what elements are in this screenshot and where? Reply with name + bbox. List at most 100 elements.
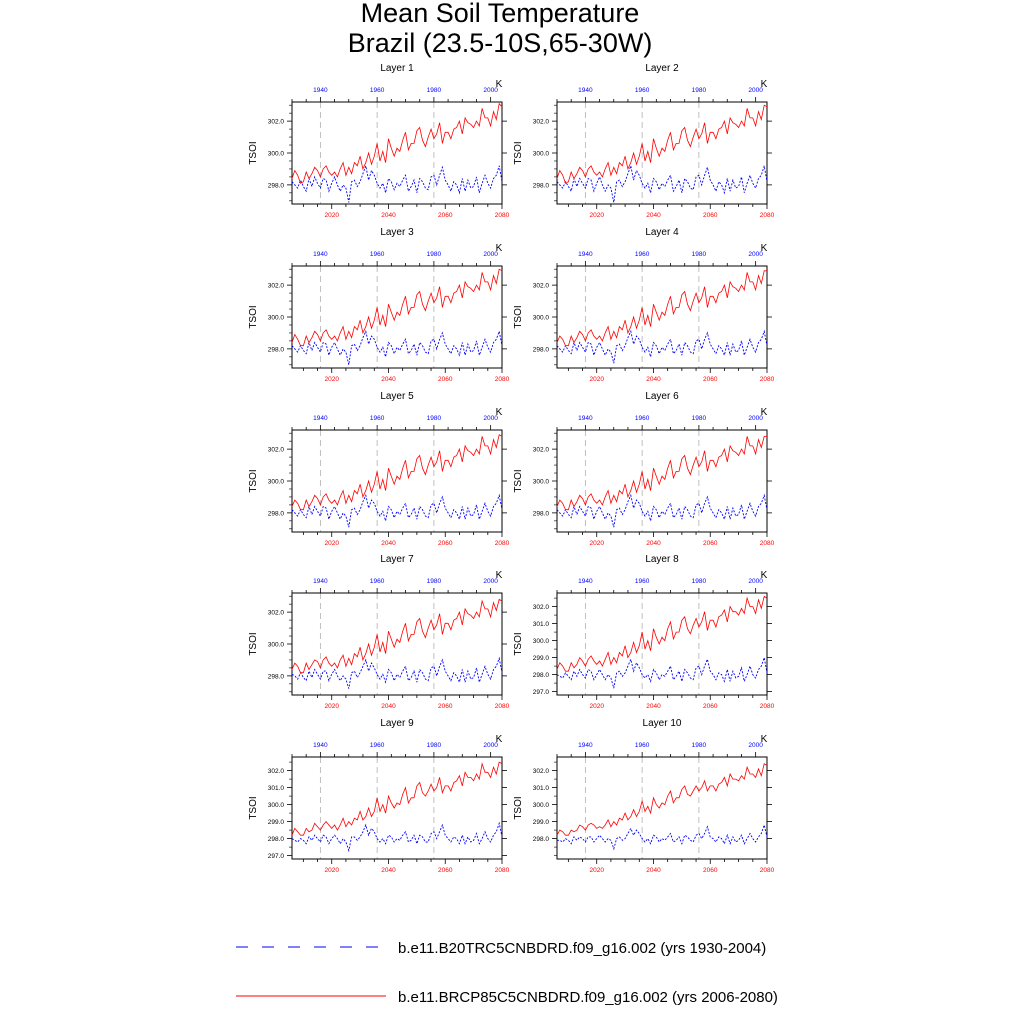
top-tick-label: 1960 [370,251,385,258]
top-tick-label: 1980 [427,87,442,94]
y-tick-label: 298.0 [268,182,285,189]
bottom-tick-label: 2060 [703,376,718,383]
top-tick-label: 1960 [635,742,650,749]
bottom-tick-label: 2060 [703,212,718,219]
y-tick-label: 300.0 [533,479,550,486]
bottom-tick-label: 2060 [438,703,453,710]
top-tick-label: 1940 [578,742,593,749]
units-label: K [496,243,503,254]
series-future-line [556,435,767,511]
chart-panels: Layer 1 K TSOI 1940 1960 1980 2000 2020 2040 2060… [248,63,775,874]
figure-title-line-2: Brazil (23.5-10S,65-30W) [347,28,653,58]
panel-title: Layer 9 [380,718,414,729]
figure-title-line-1: Mean Soil Temperature [360,0,640,28]
top-tick-label: 1940 [313,87,328,94]
bottom-tick-label: 2040 [646,212,661,219]
series-future-line [291,761,503,836]
bottom-tick-label: 2060 [438,540,453,547]
y-tick-label: 302.0 [268,768,285,775]
panel-layer-4: Layer 4 K TSOI 1940 1960 1980 2000 2020 2040 2060… [513,227,775,383]
bottom-tick-label: 2040 [381,703,396,710]
y-tick-label: 300.0 [533,638,550,645]
y-tick-label: 298.0 [268,673,285,680]
series-historical-line [291,164,503,203]
units-label: K [761,79,768,90]
top-tick-label: 2000 [748,578,763,585]
top-tick-label: 1940 [578,578,593,585]
bottom-tick-label: 2040 [381,867,396,874]
top-tick-label: 1980 [427,251,442,258]
y-axis-label: TSOI [248,141,259,164]
y-tick-label: 298.0 [268,836,285,843]
panel-title: Layer 2 [645,63,679,74]
top-tick-label: 1960 [370,87,385,94]
y-tick-label: 299.0 [533,655,550,662]
bottom-tick-label: 2020 [589,212,604,219]
series-historical-line [291,656,503,689]
y-tick-label: 300.0 [268,642,285,649]
top-tick-label: 2000 [483,251,498,258]
top-tick-label: 2000 [483,415,498,422]
y-tick-label: 302.0 [533,119,550,126]
y-tick-label: 300.0 [533,151,550,158]
y-tick-label: 300.0 [268,802,285,809]
top-tick-label: 2000 [483,742,498,749]
y-axis-label: TSOI [513,305,524,328]
top-tick-label: 1940 [313,415,328,422]
y-tick-label: 302.0 [533,283,550,290]
y-axis-label: TSOI [248,469,259,492]
y-tick-label: 301.0 [268,785,285,792]
y-tick-label: 300.0 [533,315,550,322]
series-future-line [556,595,768,672]
series-future-line [291,434,503,511]
bottom-tick-label: 2080 [760,867,775,874]
y-axis-label: TSOI [513,632,524,655]
panel-layer-7: Layer 7 K TSOI 1940 1960 1980 2000 2020 2040 2060… [248,554,510,710]
top-tick-label: 2000 [748,415,763,422]
top-tick-label: 1980 [692,742,707,749]
top-tick-label: 2000 [483,87,498,94]
panel-layer-2: Layer 2 K TSOI 1940 1960 1980 2000 2020 2040 2060… [513,63,775,219]
panel-layer-9: Layer 9 K TSOI 1940 1960 1980 2000 2020 2040 2060… [248,718,510,874]
y-tick-label: 298.0 [533,672,550,679]
y-tick-label: 302.0 [533,447,550,454]
panel-title: Layer 10 [643,718,682,729]
top-tick-label: 1980 [427,578,442,585]
series-historical-line [557,823,768,851]
y-axis-label: TSOI [513,796,524,819]
y-tick-label: 300.0 [533,802,550,809]
units-label: K [496,407,503,418]
top-tick-label: 1980 [427,415,442,422]
plot-frame [556,756,768,860]
bottom-tick-label: 2020 [324,376,339,383]
bottom-tick-label: 2060 [438,376,453,383]
y-tick-label: 302.0 [268,447,285,454]
bottom-tick-label: 2020 [324,703,339,710]
top-tick-label: 1960 [635,578,650,585]
y-tick-label: 302.0 [533,604,550,611]
panel-title: Layer 6 [645,391,679,402]
bottom-tick-label: 2020 [324,867,339,874]
panel-layer-5: Layer 5 K TSOI 1940 1960 1980 2000 2020 2040 2060… [248,391,510,547]
y-tick-label: 302.0 [533,768,550,775]
series-historical-line [291,329,503,365]
top-tick-label: 1960 [370,742,385,749]
bottom-tick-label: 2060 [703,867,718,874]
units-label: K [761,734,768,745]
y-tick-label: 298.0 [533,346,550,353]
bottom-tick-label: 2020 [589,867,604,874]
plot-frame [556,592,768,696]
bottom-tick-label: 2060 [438,867,453,874]
bottom-tick-label: 2020 [589,540,604,547]
y-axis-label: TSOI [248,305,259,328]
top-tick-label: 1980 [692,578,707,585]
y-tick-label: 298.0 [533,510,550,517]
y-tick-label: 298.0 [268,346,285,353]
bottom-tick-label: 2040 [646,867,661,874]
legend-historical-label: b.e11.B20TRC5CNBDRD.f09_g16.002 (yrs 193… [398,940,766,957]
bottom-tick-label: 2040 [646,376,661,383]
plot-frame [291,756,503,860]
top-tick-label: 2000 [748,251,763,258]
bottom-tick-label: 2080 [495,540,510,547]
